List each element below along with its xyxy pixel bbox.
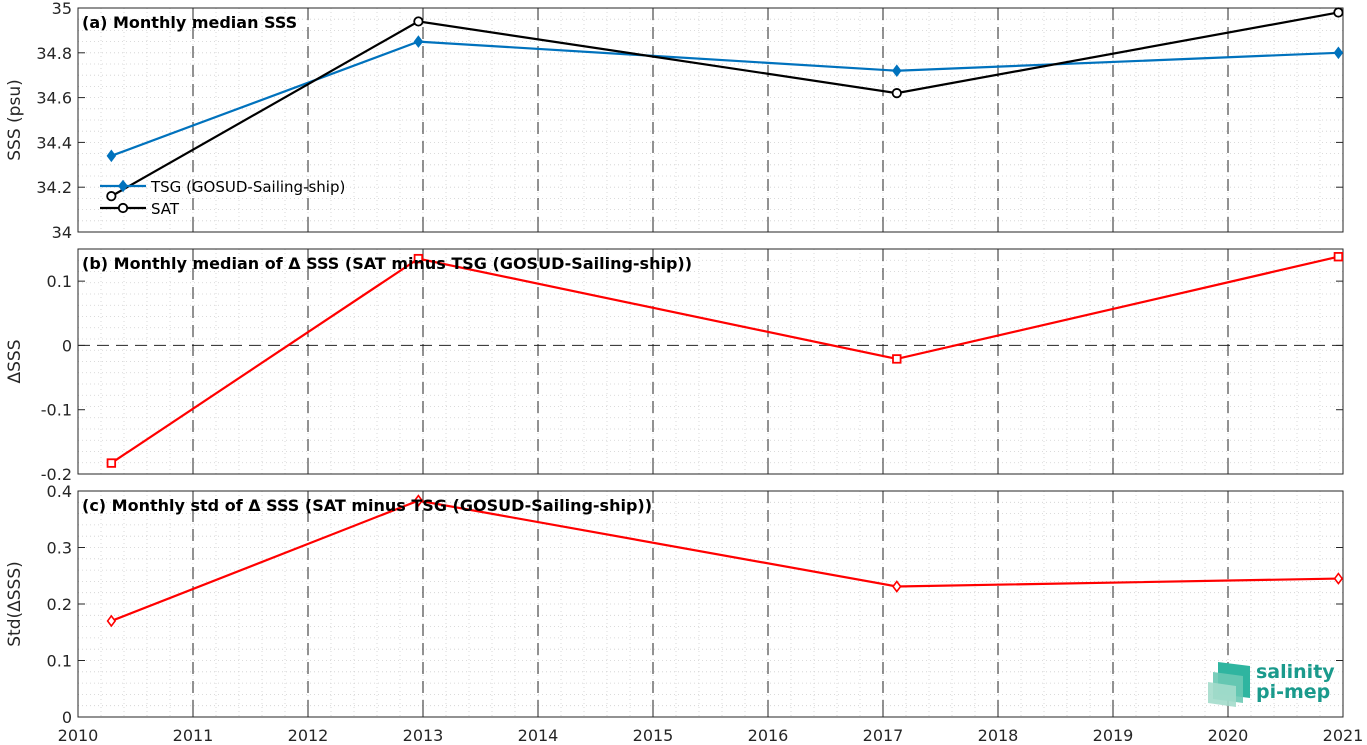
y-tick-label: 35 bbox=[52, 0, 72, 18]
data-point bbox=[413, 253, 424, 264]
legend-marker bbox=[117, 202, 129, 214]
data-point bbox=[1333, 7, 1344, 18]
data-point bbox=[1333, 252, 1344, 262]
series-line-1 bbox=[110, 499, 1339, 622]
data-point bbox=[106, 458, 117, 468]
panel-title: (a) Monthly median SSS bbox=[82, 13, 297, 32]
y-tick-label: 34.2 bbox=[36, 178, 72, 197]
y-tick-label: 0.1 bbox=[47, 652, 72, 671]
y-axis-title: Std(ΔSSS) bbox=[5, 561, 25, 647]
data-point bbox=[106, 149, 117, 163]
y-tick-label: 0 bbox=[62, 708, 72, 727]
y-tick-label: 34.8 bbox=[36, 44, 72, 63]
y-tick-label: 34 bbox=[52, 223, 72, 242]
y-tick-label: 0 bbox=[62, 336, 72, 355]
legend: TSG (GOSUD-Sailing-ship) SAT bbox=[100, 178, 345, 218]
data-point bbox=[413, 494, 424, 507]
data-point bbox=[413, 16, 424, 27]
x-tick-label: 2021 bbox=[1323, 726, 1364, 745]
x-tick-label: 2020 bbox=[1208, 726, 1249, 745]
y-tick-label: -0.1 bbox=[41, 401, 72, 420]
series-line-2 bbox=[110, 11, 1339, 198]
panel-1: 34 34.2 34.4 34.6 34.8 35 SSS (psu) (a) Monthly… bbox=[5, 0, 1344, 242]
axes-box bbox=[77, 248, 1344, 475]
y-tick-label: -0.2 bbox=[41, 465, 72, 484]
x-tick-label: 2012 bbox=[288, 726, 329, 745]
x-tick-label: 2013 bbox=[403, 726, 444, 745]
data-point bbox=[892, 354, 902, 364]
y-axis-title: SSS (psu) bbox=[5, 79, 25, 160]
data-point bbox=[1333, 572, 1344, 585]
data-point bbox=[106, 191, 117, 202]
y-tick-label: 0.1 bbox=[47, 272, 72, 291]
legend-label: SAT bbox=[151, 200, 180, 218]
data-point bbox=[892, 580, 902, 593]
x-tick-label: 2019 bbox=[1093, 726, 1134, 745]
x-tick-label: 2011 bbox=[173, 726, 214, 745]
y-tick-label: 0.2 bbox=[47, 595, 72, 614]
y-tick-label: 34.6 bbox=[36, 89, 72, 108]
salinity-pi-mep-logo: salinity pi-mep bbox=[1208, 661, 1335, 707]
x-tick-label: 2014 bbox=[518, 726, 559, 745]
data-point bbox=[891, 88, 902, 99]
panel-3: 0 0.1 0.2 0.3 0.4 2010 2011 2012 2013 2014 2015 201… bbox=[5, 482, 1363, 745]
legend-marker bbox=[118, 179, 128, 193]
logo-line1: salinity bbox=[1256, 661, 1335, 683]
panel-title: (c) Monthly std of Δ SSS (SAT minus TSG … bbox=[82, 496, 652, 515]
x-tick-label: 2017 bbox=[863, 726, 904, 745]
x-tick-label: 2016 bbox=[748, 726, 789, 745]
y-tick-label: 0.4 bbox=[47, 482, 72, 501]
x-tick-label: 2010 bbox=[58, 726, 99, 745]
axes-box bbox=[77, 7, 1344, 233]
logo-line2: pi-mep bbox=[1256, 681, 1330, 703]
y-axis-title: ΔSSS bbox=[5, 339, 25, 383]
x-tick-label: 2018 bbox=[978, 726, 1019, 745]
y-tick-label: 34.4 bbox=[36, 133, 72, 152]
data-point bbox=[1333, 46, 1344, 60]
series-line-1 bbox=[110, 255, 1339, 464]
y-tick-label: 0.3 bbox=[47, 539, 72, 558]
series-line-1 bbox=[110, 40, 1339, 157]
legend-label: TSG (GOSUD-Sailing-ship) bbox=[150, 178, 345, 196]
x-tick-label: 2015 bbox=[633, 726, 674, 745]
data-point bbox=[892, 64, 902, 78]
panel-2: -0.2 -0.1 0 0.1 ΔSSS (b) Monthly median of Δ … bbox=[5, 248, 1344, 484]
logo-mark-icon bbox=[1208, 662, 1250, 707]
data-point bbox=[106, 614, 117, 628]
panel-title: (b) Monthly median of Δ SSS (SAT minus T… bbox=[82, 254, 692, 273]
data-point bbox=[413, 35, 424, 48]
